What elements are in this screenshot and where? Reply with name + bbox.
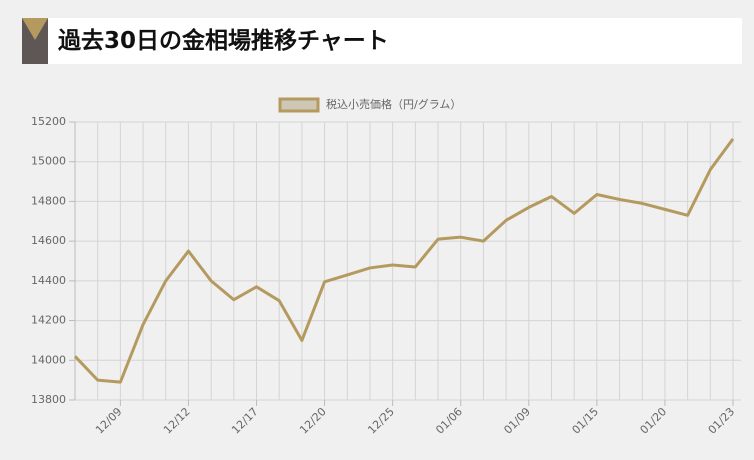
x-tick-label: 01/09 [501,405,533,437]
y-tick-label: 15000 [31,155,66,168]
x-tick-label: 12/25 [365,405,397,437]
page-title: 過去30日の金相場推移チャート [58,28,389,54]
series-line [73,137,735,384]
legend-swatch [278,97,320,113]
y-tick-label: 14400 [31,274,66,287]
x-tick-label: 01/23 [706,405,738,437]
x-tick-label: 12/20 [297,405,329,437]
y-tick-label: 14600 [31,234,66,247]
x-tick-label: 01/06 [433,405,465,437]
x-tick-label: 12/17 [229,405,261,437]
y-tick-label: 14800 [31,194,66,207]
y-tick-label: 15200 [31,115,66,128]
x-tick-label: 01/20 [638,405,670,437]
header: 過去30日の金相場推移チャート [22,18,742,64]
x-tick-label: 01/15 [569,405,601,437]
y-tick-label: 14200 [31,314,66,327]
y-tick-label: 14000 [31,353,66,366]
x-tick-label: 12/12 [161,405,193,437]
header-icon [22,18,48,64]
y-tick-label: 13800 [31,393,66,406]
x-tick-label: 12/09 [93,405,125,437]
legend-label: 税込小売価格（円/グラム） [326,97,461,111]
